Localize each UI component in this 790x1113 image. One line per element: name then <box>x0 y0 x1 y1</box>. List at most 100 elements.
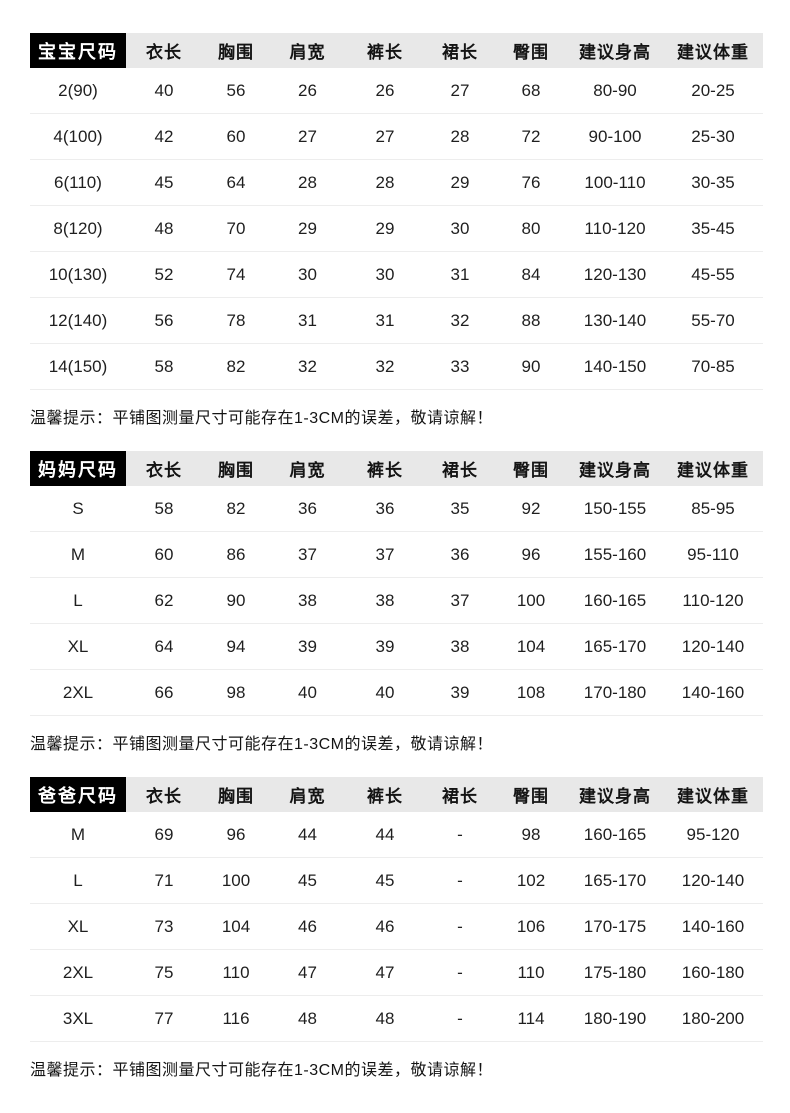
mom-size-table: 妈妈尺码 衣长 胸围 肩宽 裤长 裙长 臀围 建议身高 建议体重 S 58 82 36 36 35 92 15… <box>30 451 763 716</box>
value-cell: 165-170 <box>567 857 663 904</box>
table-row: XL 64 94 39 39 38 104 165-170 120-140 <box>30 623 763 670</box>
value-cell: - <box>425 903 495 950</box>
table-row: 6(110) 45 64 28 28 29 76 100-110 30-35 <box>30 159 763 206</box>
size-cell: M <box>30 812 126 858</box>
column-header: 臀围 <box>495 451 567 486</box>
table-row: L 71 100 45 45-102 165-170 120-140 <box>30 857 763 904</box>
value-cell: 75 <box>126 949 202 996</box>
value-cell: 94 <box>202 623 270 670</box>
value-cell: 36 <box>345 486 425 532</box>
dad-size-table: 爸爸尺码 衣长 胸围 肩宽 裤长 裙长 臀围 建议身高 建议体重 M 69 96 44 44-98 160… <box>30 777 763 1042</box>
value-cell: 44 <box>345 812 425 858</box>
table-row: 8(120) 48 70 29 29 30 80 110-120 35-45 <box>30 205 763 252</box>
value-cell: 45 <box>126 159 202 206</box>
size-cell: 12(140) <box>30 297 126 344</box>
value-cell: 39 <box>270 623 345 670</box>
value-cell: 86 <box>202 531 270 578</box>
value-cell: 140-160 <box>663 669 763 716</box>
column-header: 裤长 <box>345 777 425 812</box>
table-row: 2(90) 40 56 26 26 27 68 80-90 20-25 <box>30 68 763 114</box>
value-cell: 170-175 <box>567 903 663 950</box>
value-cell: 55-70 <box>663 297 763 344</box>
baby-size-section: 宝宝尺码 衣长 胸围 肩宽 裤长 裙长 臀围 建议身高 建议体重 2(90) 40 56 26 26 27… <box>30 33 763 451</box>
value-cell: 28 <box>425 113 495 160</box>
value-cell: 80-90 <box>567 68 663 114</box>
value-cell: 73 <box>126 903 202 950</box>
value-cell: 66 <box>126 669 202 716</box>
value-cell: 160-180 <box>663 949 763 996</box>
value-cell: 120-140 <box>663 623 763 670</box>
value-cell: 27 <box>270 113 345 160</box>
value-cell: 96 <box>202 812 270 858</box>
value-cell: 27 <box>425 68 495 114</box>
value-cell: 52 <box>126 251 202 298</box>
value-cell: 160-165 <box>567 812 663 858</box>
value-cell: 116 <box>202 995 270 1042</box>
size-cell: XL <box>30 903 126 950</box>
value-cell: 26 <box>345 68 425 114</box>
value-cell: 74 <box>202 251 270 298</box>
value-cell: 40 <box>270 669 345 716</box>
value-cell: 80 <box>495 205 567 252</box>
value-cell: 37 <box>425 577 495 624</box>
value-cell: 82 <box>202 486 270 532</box>
column-header: 衣长 <box>126 777 202 812</box>
value-cell: 35 <box>425 486 495 532</box>
size-cell: L <box>30 857 126 904</box>
column-header: 胸围 <box>202 777 270 812</box>
value-cell: 140-150 <box>567 343 663 390</box>
value-cell: 47 <box>345 949 425 996</box>
value-cell: 110 <box>202 949 270 996</box>
header-row: 妈妈尺码 衣长 胸围 肩宽 裤长 裙长 臀围 建议身高 建议体重 <box>30 451 763 486</box>
value-cell: 48 <box>345 995 425 1042</box>
value-cell: 120-130 <box>567 251 663 298</box>
value-cell: 58 <box>126 486 202 532</box>
value-cell: 58 <box>126 343 202 390</box>
value-cell: 104 <box>495 623 567 670</box>
value-cell: 92 <box>495 486 567 532</box>
size-cell: 6(110) <box>30 159 126 206</box>
value-cell: 150-155 <box>567 486 663 532</box>
size-cell: M <box>30 531 126 578</box>
value-cell: 170-180 <box>567 669 663 716</box>
value-cell: 25-30 <box>663 113 763 160</box>
value-cell: 70 <box>202 205 270 252</box>
size-cell: XL <box>30 623 126 670</box>
measurement-note: 温馨提示：平铺图测量尺寸可能存在1-3CM的误差，敬请谅解！ <box>30 410 494 427</box>
column-header: 衣长 <box>126 33 202 68</box>
value-cell: 108 <box>495 669 567 716</box>
value-cell: 36 <box>425 531 495 578</box>
table-row: XL 73 104 46 46-106 170-175 140-160 <box>30 903 763 950</box>
value-cell: 37 <box>345 531 425 578</box>
value-cell: 160-165 <box>567 577 663 624</box>
value-cell: 70-85 <box>663 343 763 390</box>
value-cell: 130-140 <box>567 297 663 344</box>
column-header: 裤长 <box>345 451 425 486</box>
value-cell: 155-160 <box>567 531 663 578</box>
value-cell: 98 <box>495 812 567 858</box>
size-cell: 2XL <box>30 949 126 996</box>
column-header: 肩宽 <box>270 451 345 486</box>
column-header: 肩宽 <box>270 33 345 68</box>
column-header: 建议身高 <box>567 451 663 486</box>
column-header: 裙长 <box>425 33 495 68</box>
value-cell: 95-120 <box>663 812 763 858</box>
value-cell: 45 <box>270 857 345 904</box>
value-cell: 98 <box>202 669 270 716</box>
column-header: 建议体重 <box>663 451 763 486</box>
column-header: 裙长 <box>425 777 495 812</box>
size-cell: 8(120) <box>30 205 126 252</box>
value-cell: 48 <box>270 995 345 1042</box>
size-cell: 4(100) <box>30 113 126 160</box>
table-row: 12(140) 56 78 31 31 32 88 130-140 55-70 <box>30 297 763 344</box>
table-row: L 62 90 38 38 37 100 160-165 110-120 <box>30 577 763 624</box>
value-cell: 28 <box>345 159 425 206</box>
baby-size-table: 宝宝尺码 衣长 胸围 肩宽 裤长 裙长 臀围 建议身高 建议体重 2(90) 40 56 26 26 27… <box>30 33 763 390</box>
value-cell: 37 <box>270 531 345 578</box>
value-cell: 104 <box>202 903 270 950</box>
value-cell: 110 <box>495 949 567 996</box>
value-cell: 114 <box>495 995 567 1042</box>
value-cell: 175-180 <box>567 949 663 996</box>
value-cell: 36 <box>270 486 345 532</box>
table-row: S 58 82 36 36 35 92 150-155 85-95 <box>30 486 763 532</box>
